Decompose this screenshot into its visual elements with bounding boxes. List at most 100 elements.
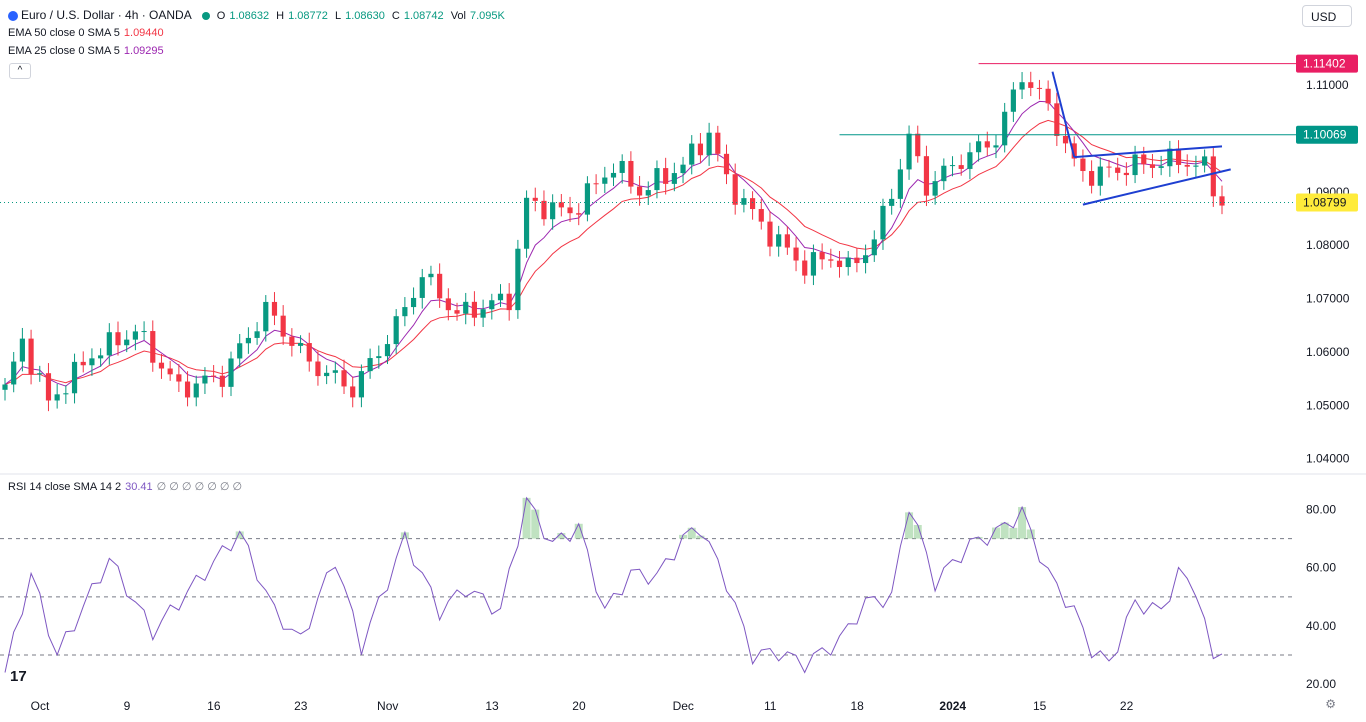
candle-body xyxy=(706,132,712,156)
chevron-up-icon: ^ xyxy=(17,65,23,76)
price-axis-tick: 1.07000 xyxy=(1306,292,1350,306)
symbol-legend: Euro / U.S. Dollar · 4h · OANDA O 1.08632… xyxy=(8,8,509,22)
resistance-price-label: 1.11402 xyxy=(1303,57,1346,71)
candle-body xyxy=(802,260,808,276)
candle-body xyxy=(167,368,173,375)
x-axis-tick: 15 xyxy=(1033,699,1047,713)
candle-body xyxy=(1062,136,1069,144)
resistance-price-label-box xyxy=(1296,54,1358,73)
ema50-line xyxy=(4,119,1223,385)
x-axis-tick: 16 xyxy=(207,699,221,713)
candle-body xyxy=(2,384,8,390)
ema25-label: EMA 25 close 0 SMA 5 xyxy=(8,45,120,57)
candle-body xyxy=(515,248,521,311)
candle-body xyxy=(932,181,938,196)
ema50-legend[interactable]: EMA 50 close 0 SMA 5 1.09440 xyxy=(8,27,168,39)
candle-body xyxy=(1132,154,1138,176)
trend-line[interactable] xyxy=(1082,168,1231,206)
candle-body xyxy=(793,247,799,261)
candle-body xyxy=(967,152,973,169)
candle-body xyxy=(54,394,60,401)
candle-body xyxy=(445,298,451,311)
rsi-overbought-fill xyxy=(235,531,244,539)
candle-body xyxy=(689,143,695,165)
candle-body xyxy=(1141,154,1147,165)
candle-body xyxy=(437,273,443,299)
price-axis-tick: 1.08000 xyxy=(1306,238,1350,252)
candle-body xyxy=(158,362,165,369)
candle-body xyxy=(489,300,495,310)
candle-body xyxy=(115,332,121,346)
candle-body xyxy=(124,339,130,346)
candle-body xyxy=(237,343,243,359)
candle-body xyxy=(132,331,138,340)
collapse-legend-button[interactable]: ^ xyxy=(9,63,31,79)
currency-label: USD xyxy=(1311,10,1337,24)
candle-body xyxy=(628,160,634,187)
x-axis-tick: 23 xyxy=(294,699,308,713)
candle-body xyxy=(332,370,338,373)
candle-body xyxy=(558,202,564,208)
candle-body xyxy=(1019,82,1025,90)
x-axis-tick: Oct xyxy=(31,699,50,713)
candle-body xyxy=(19,338,25,362)
candle-body xyxy=(923,156,930,196)
rsi-value: 30.41 xyxy=(125,481,153,493)
candle-body xyxy=(593,183,599,185)
rsi-overbought-fill xyxy=(1018,507,1027,539)
currency-selector[interactable]: USD xyxy=(1302,5,1352,27)
candle-body xyxy=(819,252,825,260)
support-price-label: 1.10069 xyxy=(1303,128,1347,142)
candle-body xyxy=(915,133,921,157)
candle-body xyxy=(184,381,191,398)
candle-body xyxy=(976,141,982,153)
candle-body xyxy=(1071,143,1077,159)
ema25-legend[interactable]: EMA 25 close 0 SMA 5 1.09295 xyxy=(8,45,168,57)
high-value: 1.08772 xyxy=(288,10,328,22)
rsi-overbought-fill xyxy=(1009,527,1018,539)
rsi-legend[interactable]: RSI 14 close SMA 14 2 30.41 ∅ ∅ ∅ ∅ ∅ ∅ ∅ xyxy=(8,480,246,493)
candle-body xyxy=(949,165,956,167)
rsi-label: RSI 14 close SMA 14 2 xyxy=(8,481,122,493)
candle-body xyxy=(758,209,764,222)
candle-body xyxy=(784,234,790,248)
rsi-axis-tick: 20.00 xyxy=(1306,677,1336,691)
candle-body xyxy=(1080,158,1086,172)
x-axis-tick: 13 xyxy=(485,699,499,713)
ema25-value: 1.09295 xyxy=(123,45,164,57)
tradingview-logo[interactable]: 17 xyxy=(10,668,27,685)
candle-body xyxy=(1045,88,1051,104)
market-open-icon xyxy=(201,11,210,20)
trend-line[interactable] xyxy=(1074,145,1223,159)
close-value: 1.08742 xyxy=(403,10,444,22)
candle-body xyxy=(384,344,391,357)
candle-body xyxy=(1010,89,1016,112)
candle-body xyxy=(410,297,417,308)
candle-body xyxy=(263,301,269,332)
rsi-axis-tick: 60.00 xyxy=(1306,561,1336,575)
candle-body xyxy=(228,358,234,387)
rsi-line xyxy=(4,496,1223,674)
candle-body xyxy=(1097,166,1103,186)
candle-body xyxy=(767,221,773,247)
candle-body xyxy=(271,301,278,316)
candle-body xyxy=(324,372,330,377)
settings-icon[interactable]: ⚙ xyxy=(1325,697,1336,711)
trend-line[interactable] xyxy=(1051,71,1076,158)
candle-body xyxy=(1202,156,1208,166)
candle-body xyxy=(393,316,399,345)
candle-body xyxy=(654,168,660,191)
symbol-title[interactable]: Euro / U.S. Dollar · 4h · OANDA xyxy=(21,8,192,22)
candle-body xyxy=(984,141,990,148)
ema50-label: EMA 50 close 0 SMA 5 xyxy=(8,27,120,39)
candle-body xyxy=(89,358,95,366)
candle-body xyxy=(993,145,999,148)
candle-body xyxy=(289,336,295,346)
rsi-axis-tick: 80.00 xyxy=(1306,502,1336,516)
candle-body xyxy=(506,293,512,311)
support-price-label-box xyxy=(1296,125,1358,144)
x-axis-tick: Dec xyxy=(673,699,694,713)
candle-body xyxy=(828,259,834,261)
candle-body xyxy=(941,165,947,182)
